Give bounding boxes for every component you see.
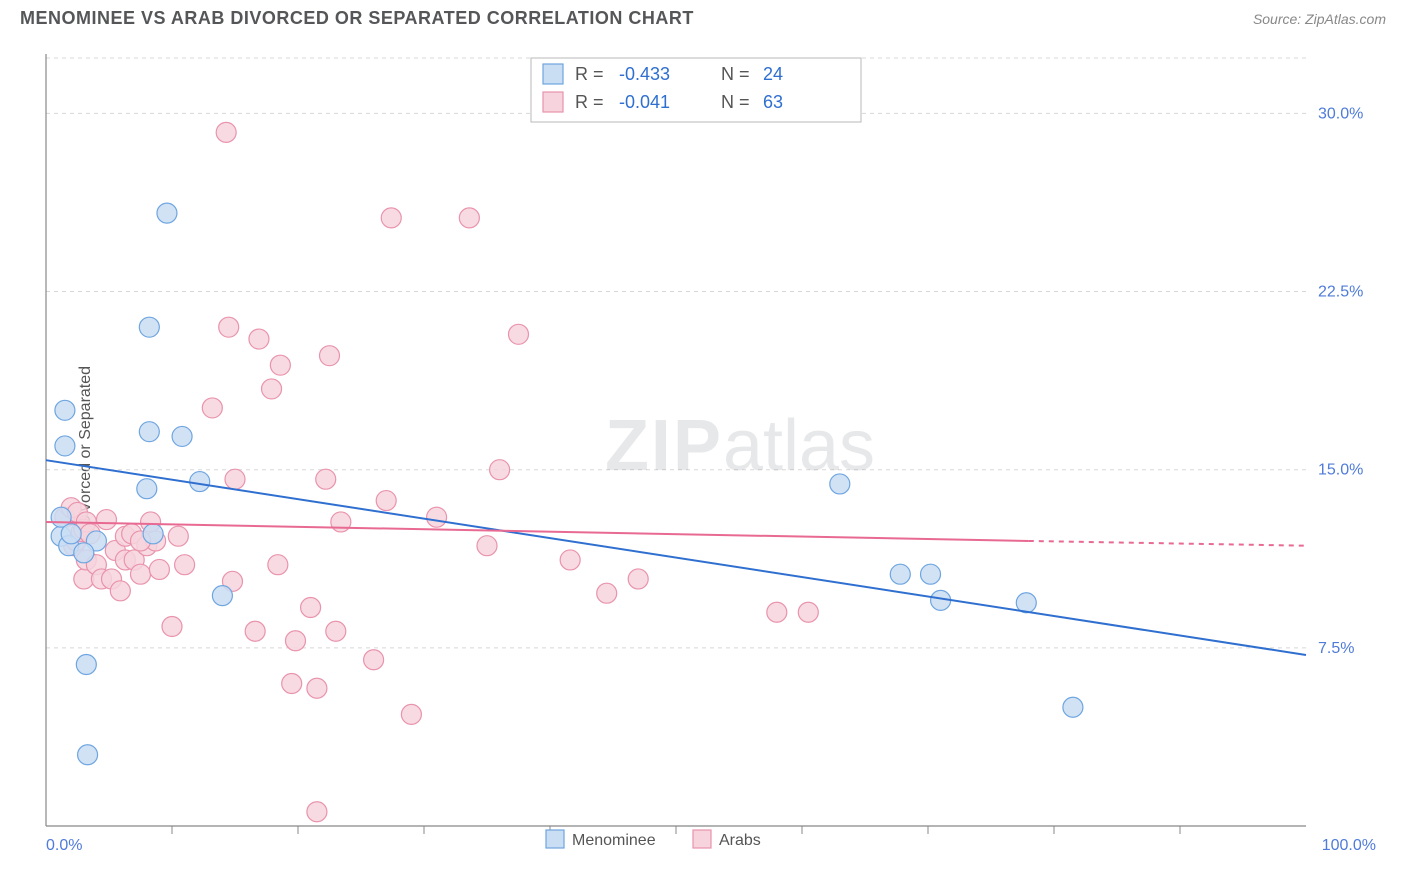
svg-text:22.5%: 22.5% [1318,284,1363,301]
svg-text:-0.041: -0.041 [619,92,670,112]
svg-text:Arabs: Arabs [719,832,761,849]
svg-text:Menominee: Menominee [572,832,656,849]
svg-text:100.0%: 100.0% [1322,837,1376,854]
svg-text:R =: R = [575,64,604,84]
svg-text:R =: R = [575,92,604,112]
svg-text:30.0%: 30.0% [1318,105,1363,122]
source-label: Source: ZipAtlas.com [1253,11,1386,27]
svg-text:N =: N = [721,92,750,112]
scatter-chart: 7.5% 15.0% 22.5% 30.0% 0.0% 100.0% R = -0.433 N … [40,46,1386,862]
svg-text:0.0%: 0.0% [46,837,82,854]
svg-text:N =: N = [721,64,750,84]
chart-area: 7.5% 15.0% 22.5% 30.0% 0.0% 100.0% R = -0.433 N … [40,46,1386,862]
chart-title: MENOMINEE VS ARAB DIVORCED OR SEPARATED … [20,8,694,29]
svg-text:24: 24 [763,64,783,84]
svg-text:15.0%: 15.0% [1318,462,1363,479]
svg-text:-0.433: -0.433 [619,64,670,84]
svg-text:63: 63 [763,92,783,112]
svg-text:7.5%: 7.5% [1318,640,1354,657]
